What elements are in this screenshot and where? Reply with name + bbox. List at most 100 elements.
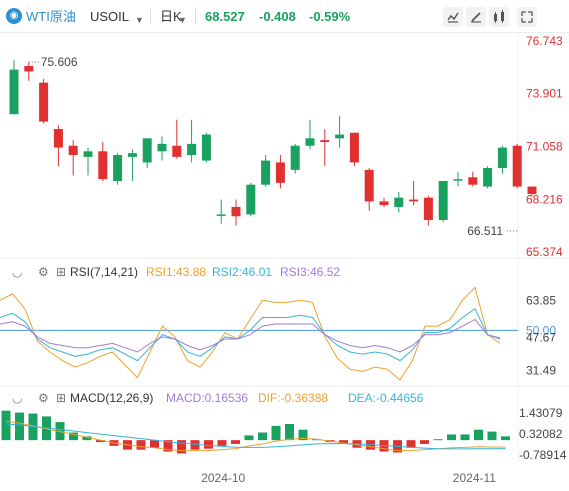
macd-bar xyxy=(190,440,200,450)
candle-body xyxy=(201,134,211,161)
period-selector[interactable]: 日K xyxy=(160,9,182,24)
gear-icon[interactable]: ⚙ xyxy=(38,391,49,405)
price-axis-label: 71.058 xyxy=(526,140,563,154)
candle-body xyxy=(409,199,419,202)
macd-bar xyxy=(163,440,173,452)
candle-body xyxy=(127,153,137,157)
draw-icon[interactable] xyxy=(466,7,486,27)
macd-bar xyxy=(474,429,483,441)
candle-body xyxy=(113,155,123,181)
candle-body xyxy=(379,201,389,206)
candle-body xyxy=(497,147,507,169)
macd-bar xyxy=(258,432,267,441)
rsi3-line xyxy=(0,318,501,353)
macd-bar xyxy=(204,440,213,449)
low-annotation: 66.511 xyxy=(467,224,503,238)
gear-icon[interactable]: ⚙ xyxy=(38,265,49,279)
candle-body xyxy=(83,151,93,157)
visibility-icon[interactable]: ◡ xyxy=(12,391,23,405)
candle-body xyxy=(453,179,463,181)
candle-body xyxy=(394,197,404,207)
candle-body xyxy=(142,138,152,163)
macd-bar xyxy=(447,434,456,441)
line-chart-icon[interactable] xyxy=(443,7,463,27)
indicator-icon[interactable] xyxy=(489,7,509,27)
expand-icon[interactable]: ⊞ xyxy=(56,265,67,279)
price-axis-label: 65.374 xyxy=(526,245,563,259)
wti-logo-icon: ◉ xyxy=(6,8,22,24)
macd-bar xyxy=(420,440,429,444)
candle-body xyxy=(335,134,345,139)
ticker-selector[interactable]: USOIL xyxy=(90,9,130,24)
candle-body xyxy=(364,169,374,202)
high-annotation: 75.606 xyxy=(41,55,78,69)
chevron-down-icon[interactable]: ▼ xyxy=(135,15,144,25)
price-axis-label: 73.901 xyxy=(526,87,563,101)
x-tick-label: 2024-10 xyxy=(201,471,245,485)
rsi2-line xyxy=(0,308,501,362)
candle-body xyxy=(24,65,34,72)
price-axis-label: 68.216 xyxy=(526,192,563,206)
candle-body xyxy=(246,184,256,215)
divider xyxy=(195,9,196,24)
macd-bar xyxy=(231,440,240,444)
rsi3-value: RSI3:46.52 xyxy=(280,265,341,279)
divider xyxy=(150,9,151,24)
macd-bar xyxy=(460,434,470,441)
chevron-down-icon[interactable]: ▼ xyxy=(178,15,187,25)
candle-body xyxy=(172,145,182,157)
macd-label: MACD(12,26,9) xyxy=(70,391,154,405)
macd-bar xyxy=(285,424,294,441)
price-change-percent: -0.59% xyxy=(309,9,351,24)
macd-bar xyxy=(406,440,416,448)
rsi-axis-label: 50.00 xyxy=(526,323,556,337)
candle-body xyxy=(438,180,448,220)
candle-body xyxy=(261,160,271,185)
rsi-axis-label: 63.85 xyxy=(526,294,556,308)
candle-body xyxy=(290,145,300,170)
macd-bar xyxy=(217,440,227,446)
expand-icon[interactable]: ⊞ xyxy=(56,391,67,405)
macd-bar xyxy=(244,435,254,441)
dif-line xyxy=(5,420,506,452)
candle-body xyxy=(527,186,537,194)
candle-body xyxy=(512,145,522,187)
rsi-axis-label: 47.67 xyxy=(526,330,556,344)
macd-bar xyxy=(177,440,186,454)
candle-body xyxy=(216,214,226,216)
macd-value: MACD:0.16536 xyxy=(166,391,249,405)
chart-header: ◉ WTI原油 USOIL ▼ 日K ▼ 68.527 -0.408 -0.59… xyxy=(0,0,569,33)
last-price: 68.527 xyxy=(205,9,245,24)
candle-body xyxy=(483,168,493,187)
x-tick-label: 2024-11 xyxy=(453,471,496,485)
macd-bar xyxy=(487,431,497,441)
price-change: -0.408 xyxy=(259,9,296,24)
macd-bar xyxy=(298,429,308,441)
macd-bar xyxy=(150,440,159,448)
macd-axis-label: -0.78914 xyxy=(519,448,567,462)
macd-bar xyxy=(82,436,92,441)
candle-body xyxy=(423,197,433,220)
macd-bar xyxy=(1,410,11,441)
candle-body xyxy=(275,162,285,183)
candle-body xyxy=(68,145,78,156)
candle-body xyxy=(9,69,19,115)
candle-body xyxy=(157,143,167,152)
fullscreen-icon[interactable] xyxy=(517,7,537,27)
rsi2-value: RSI2:46.01 xyxy=(212,265,273,279)
macd-bar xyxy=(15,412,24,441)
dea-value: DEA:-0.44656 xyxy=(348,391,424,405)
dea-line xyxy=(5,423,506,450)
rsi1-value: RSI1:43.88 xyxy=(146,265,207,279)
rsi1-line xyxy=(0,286,501,381)
macd-bar xyxy=(136,440,146,450)
macd-bar xyxy=(339,440,348,444)
visibility-icon[interactable]: ◡ xyxy=(12,265,23,279)
candle-body xyxy=(231,206,241,217)
candle-body xyxy=(349,132,359,163)
macd-bar xyxy=(271,425,281,441)
macd-axis-label: 1.43079 xyxy=(519,406,563,420)
candle-body xyxy=(53,129,63,148)
symbol-name[interactable]: WTI原油 xyxy=(26,9,76,24)
